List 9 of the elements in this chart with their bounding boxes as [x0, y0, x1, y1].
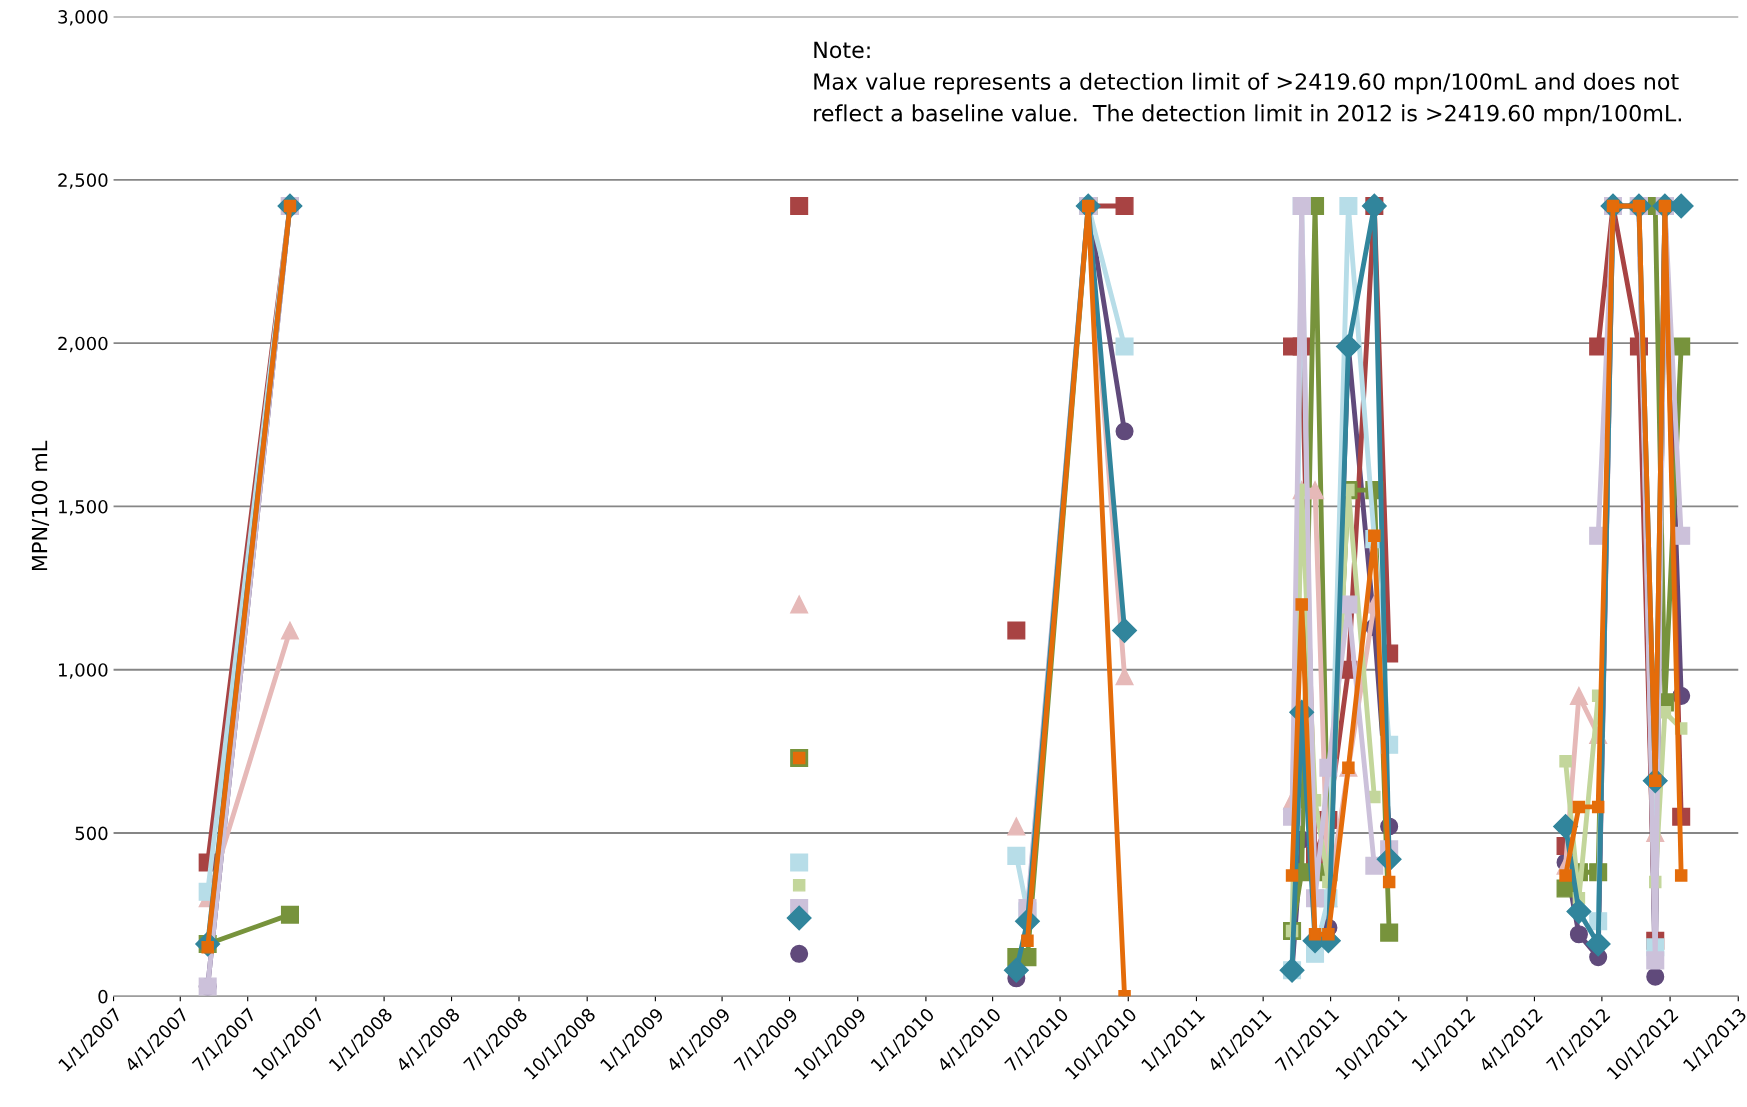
y-tick-label: 500 — [75, 826, 108, 841]
y-tick-label: 3,000 — [58, 10, 108, 26]
y-tick-label: 2,500 — [58, 173, 108, 189]
y-tick-label: 2,000 — [58, 336, 108, 353]
y-tick-label: 1,500 — [58, 499, 108, 516]
y-axis-title: MPN/100 mL — [31, 440, 50, 571]
annotation: Note: Max value represents a detection limit of >2419.60 mpn/100mL and does not reflect a baseline value. The detection limit in 2012 is >2419.60 mpn/100mL. — [814, 41, 1681, 126]
y-tick-label: 1,000 — [58, 663, 108, 679]
y-tick-label: 0 — [98, 989, 108, 1004]
